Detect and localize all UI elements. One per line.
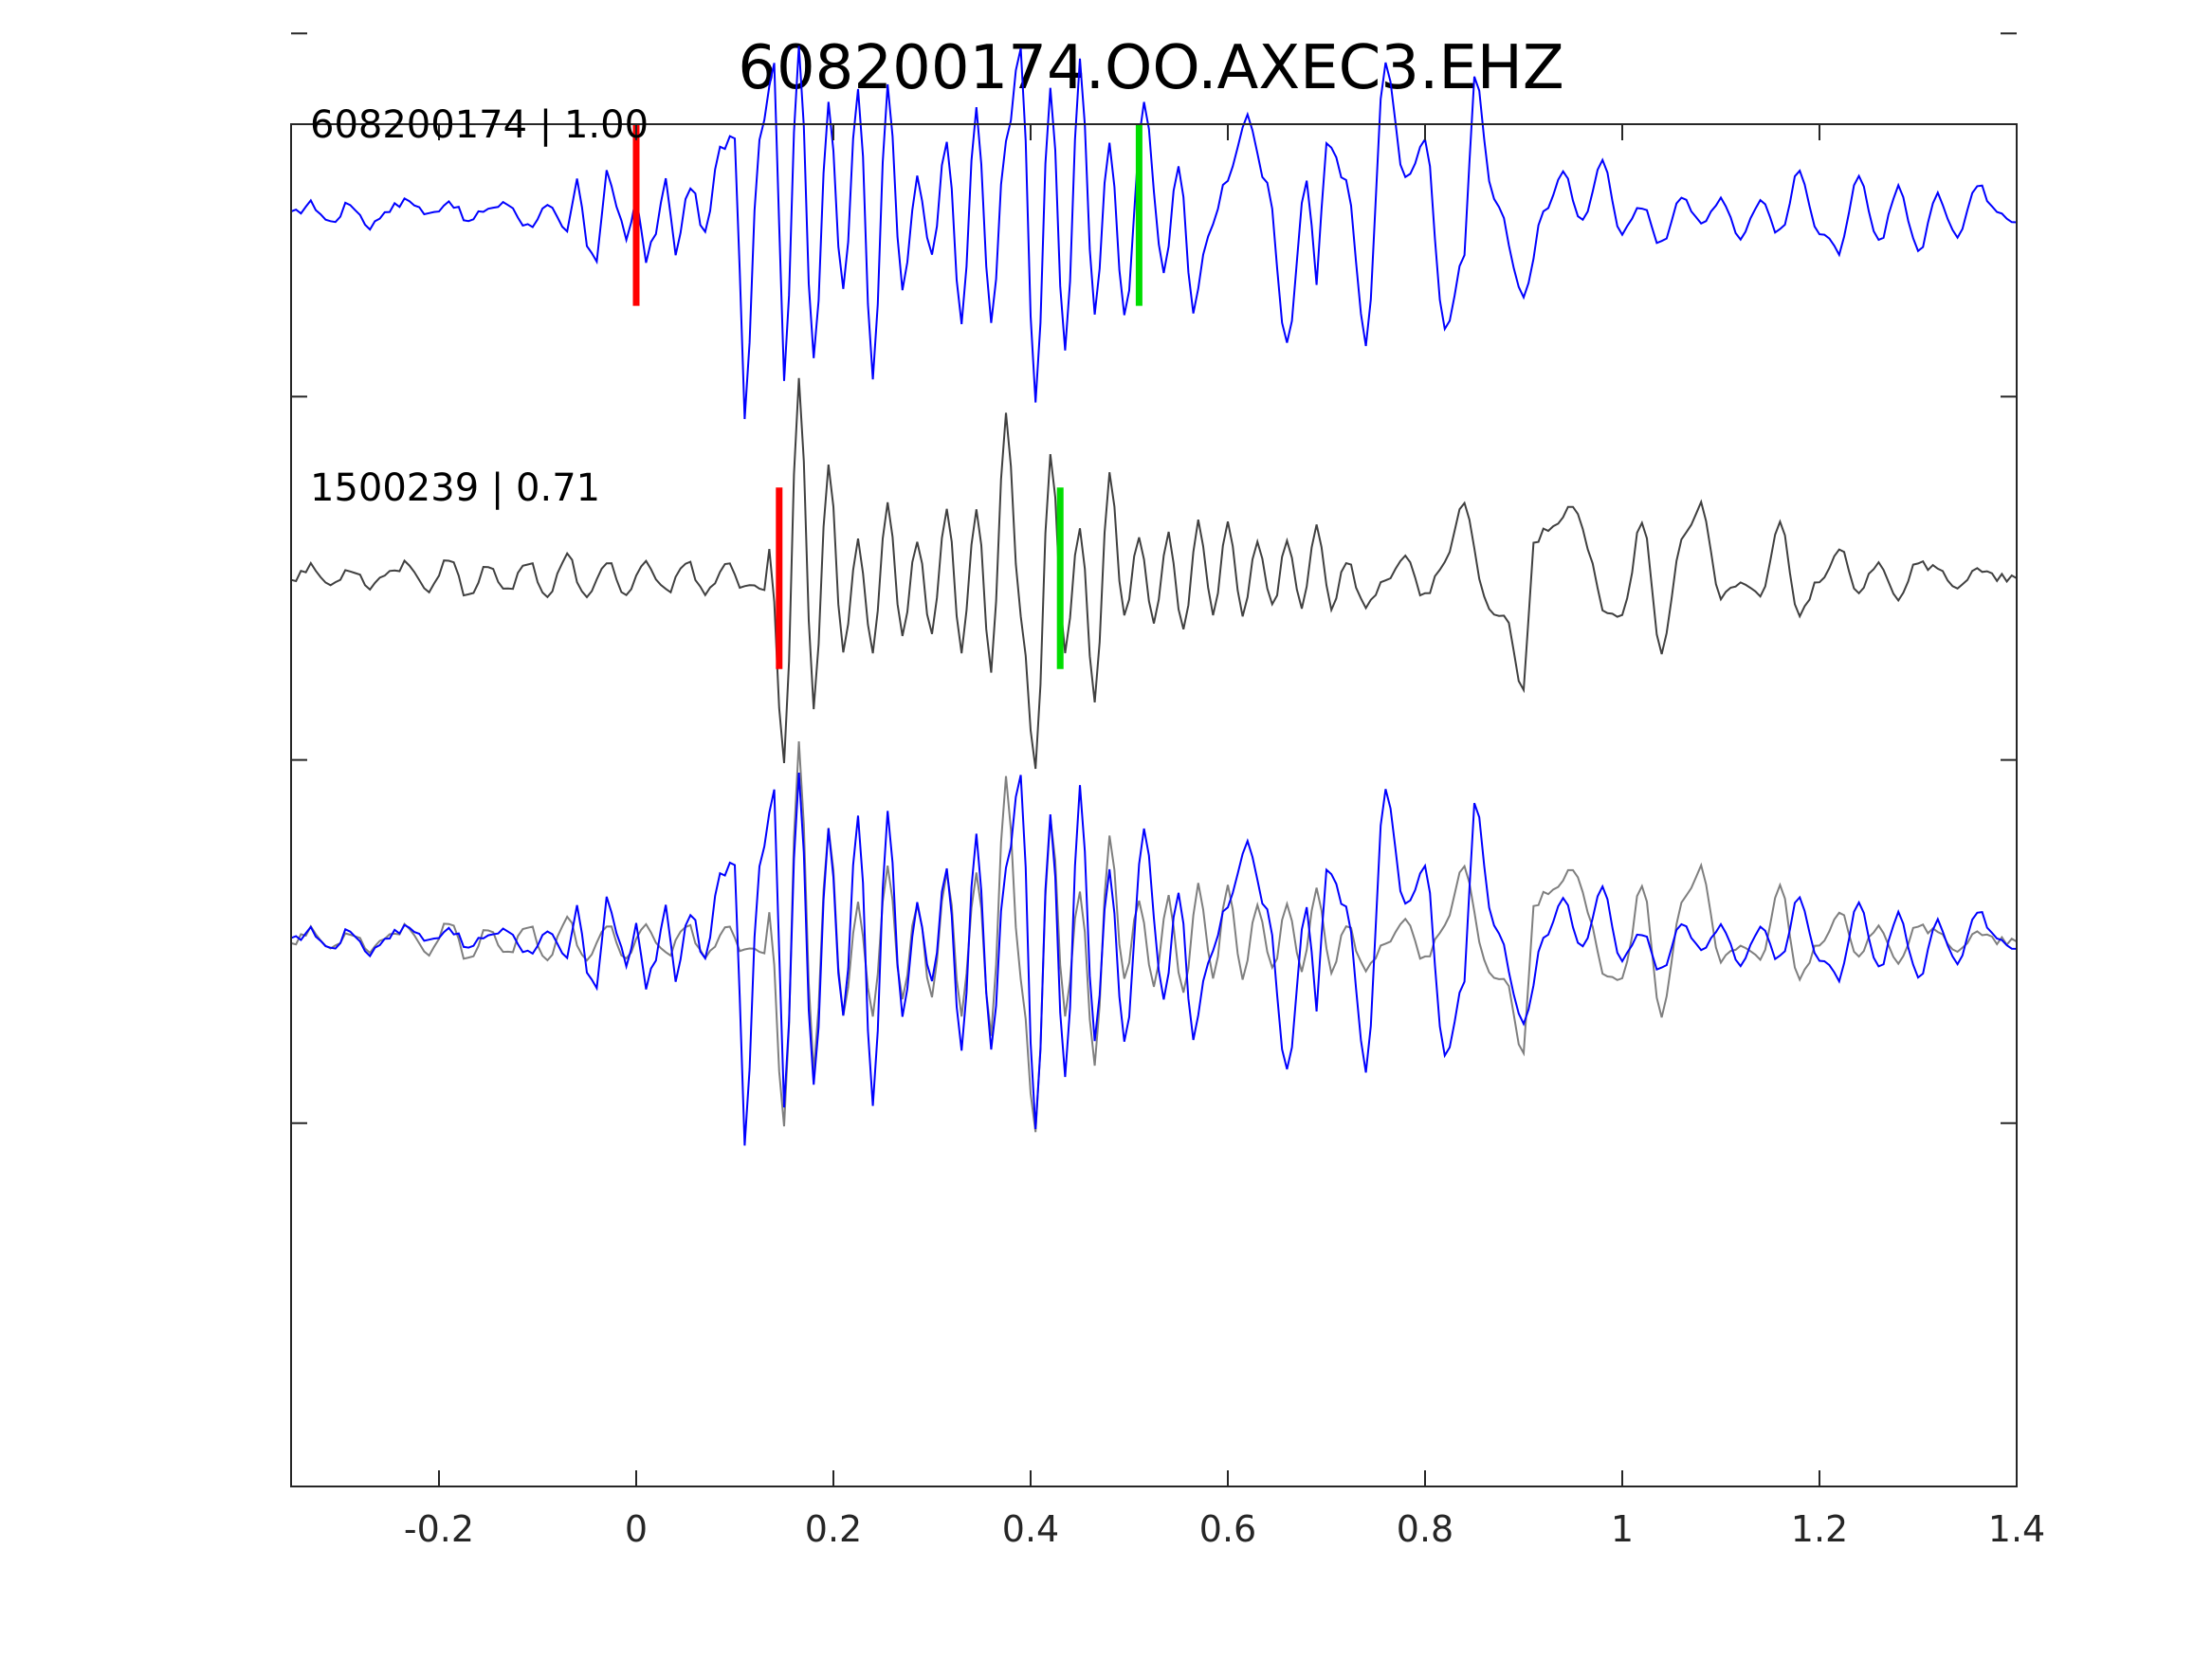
overlay-primary-waveform <box>290 772 2018 1146</box>
x-tick-label: 1 <box>1611 1508 1634 1550</box>
x-tick-label: 1.2 <box>1791 1508 1848 1550</box>
trace-608200174-waveform <box>290 46 2018 420</box>
trace-1500239-waveform <box>290 377 2018 770</box>
x-tick-label: 0.4 <box>1002 1508 1059 1550</box>
trace-label: 1500239 | 0.71 <box>310 466 600 510</box>
overlay-secondary-waveform <box>290 740 2018 1133</box>
x-tick-label: 0.6 <box>1199 1508 1256 1550</box>
trace-labels: 608200174 | 1.00 1500239 | 0.71 <box>310 103 649 510</box>
x-tick-label: 0.2 <box>805 1508 862 1550</box>
axes-box <box>290 123 2018 1487</box>
plot-area <box>290 46 2018 1146</box>
x-tick-label: 0.8 <box>1397 1508 1453 1550</box>
x-tick-label: -0.2 <box>404 1508 474 1550</box>
chart-title: 608200174.OO.AXEC3.EHZ <box>738 33 1564 103</box>
y-axis-ticks <box>291 32 2017 1124</box>
x-tick-label: 1.4 <box>1988 1508 2045 1550</box>
x-axis-ticks: -0.2 0 0.2 0.4 0.6 0.8 1 1.2 1.4 <box>404 124 2045 1550</box>
trace-label: 608200174 | 1.00 <box>310 103 649 147</box>
x-tick-label: 0 <box>625 1508 648 1550</box>
